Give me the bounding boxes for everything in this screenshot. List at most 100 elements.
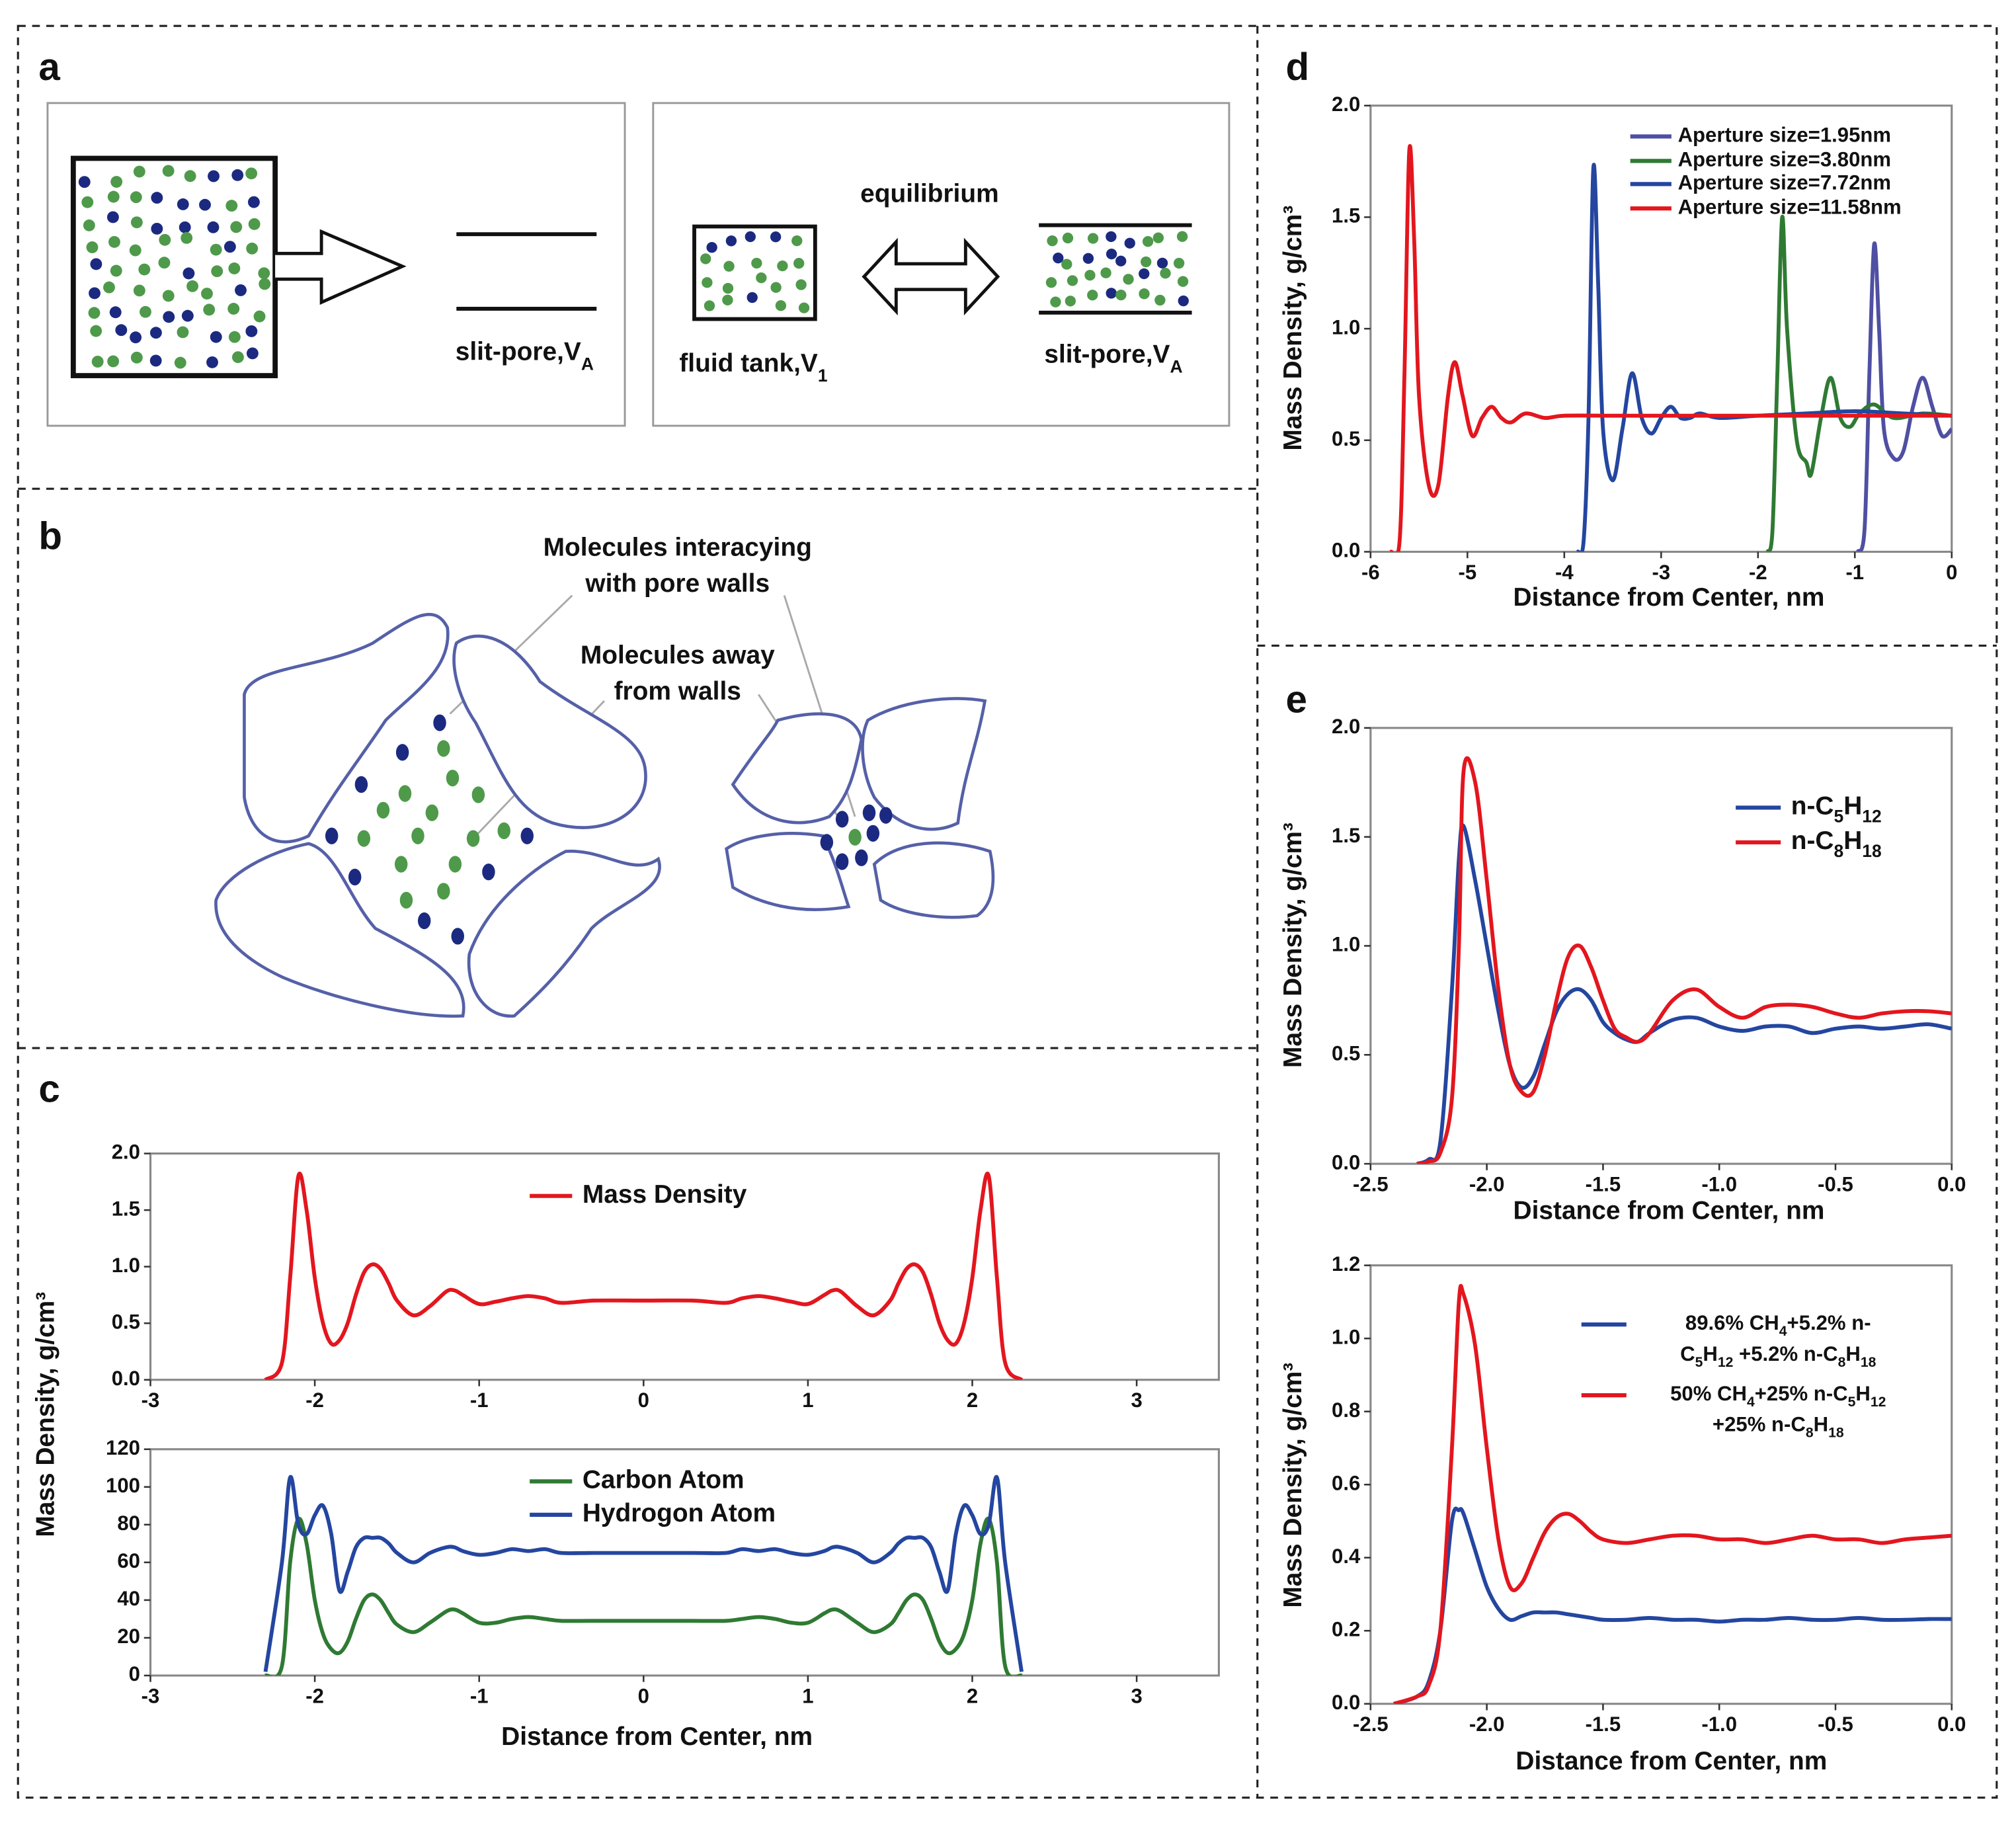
- panel-label: d: [1286, 46, 1310, 89]
- molecule: [107, 355, 120, 368]
- y-tick-label: 1.0: [112, 1254, 140, 1277]
- x-tick-label: -6: [1361, 561, 1380, 584]
- molecule: [433, 714, 446, 731]
- molecule: [1065, 296, 1076, 307]
- grain: [872, 841, 995, 919]
- molecule: [138, 263, 151, 276]
- legend-label: Aperture size=11.58nm: [1678, 196, 1902, 219]
- y-axis-label: Mass Density, g/cm³: [1279, 206, 1307, 451]
- molecule: [437, 883, 450, 900]
- molecule: [775, 300, 787, 311]
- panel-b: Molecules interacying with pore walls Mo…: [214, 533, 995, 1018]
- x-tick-label: -1: [470, 1389, 489, 1412]
- molecule: [770, 282, 782, 293]
- x-tick-label: -2: [1749, 561, 1767, 584]
- molecule: [181, 309, 194, 322]
- x-tick-label: -2.5: [1353, 1713, 1389, 1736]
- x-tick-label: -5: [1459, 561, 1477, 584]
- y-tick-label: 0.8: [1332, 1398, 1360, 1422]
- y-axis-label: Mass Density, g/cm³: [32, 1292, 60, 1537]
- molecule: [348, 868, 362, 886]
- molecule: [149, 327, 162, 339]
- x-tick-label: -2: [305, 1389, 324, 1412]
- molecule: [855, 849, 868, 866]
- molecule: [109, 306, 122, 319]
- y-tick-label: 60: [117, 1549, 140, 1572]
- x-tick-label: -1: [470, 1684, 489, 1707]
- molecule: [133, 165, 145, 178]
- label: slit-pore,VA: [456, 338, 594, 374]
- series-line: [1393, 1283, 1952, 1704]
- legend-label: 89.6% CH4+5.2% n-: [1685, 1311, 1871, 1339]
- x-tick-label: 0: [638, 1684, 649, 1707]
- molecule: [325, 827, 339, 844]
- grain: [214, 842, 465, 1018]
- grain: [861, 697, 987, 831]
- molecule: [791, 235, 803, 247]
- x-tick-label: -2: [305, 1684, 324, 1707]
- grain: [467, 850, 661, 1018]
- molecule: [78, 176, 91, 188]
- y-tick-label: 1.5: [112, 1197, 140, 1220]
- x-tick-label: -0.5: [1818, 1172, 1853, 1195]
- x-tick-label: -1.0: [1701, 1713, 1737, 1736]
- molecule: [108, 235, 120, 248]
- panel-label: e: [1286, 678, 1307, 721]
- molecule: [745, 231, 756, 243]
- molecule: [1062, 232, 1074, 244]
- molecule: [746, 292, 758, 304]
- chart: -3 -2 -1 0 1 2 3 0.0 0.5 1.0 1.5 2.0 Mass Density, g…: [32, 1141, 1220, 1537]
- y-tick-label: 80: [117, 1512, 140, 1535]
- molecule: [725, 235, 737, 247]
- x-tick-label: -3: [141, 1684, 160, 1707]
- molecule: [130, 216, 143, 229]
- legend-label: C5H12 +5.2% n-C8H18: [1680, 1342, 1876, 1370]
- y-tick-label: 1.0: [1332, 933, 1360, 956]
- x-axis-label: Distance from Center, nm: [1515, 1747, 1827, 1775]
- molecule: [411, 827, 424, 844]
- y-axis-label: Mass Density, g/cm³: [1279, 1363, 1307, 1608]
- x-tick-label: -2.5: [1353, 1172, 1389, 1195]
- molecule: [1106, 231, 1117, 243]
- molecule: [722, 294, 733, 305]
- x-tick-label: 0.0: [1937, 1713, 1966, 1736]
- molecule: [253, 310, 266, 323]
- molecule: [83, 219, 95, 231]
- molecule: [130, 331, 142, 344]
- molecule: [446, 770, 460, 787]
- chart: -2.5 -2.0 -1.5 -1.0 -0.5 0.0 0.0 0.5 1.0 1.5 2.0 Di…: [1279, 715, 1966, 1225]
- molecule: [702, 277, 713, 288]
- molecule: [208, 170, 220, 182]
- molecule: [174, 356, 186, 369]
- x-tick-label: -4: [1555, 561, 1574, 584]
- x-tick-label: -3: [1652, 561, 1670, 584]
- molecule: [177, 198, 189, 210]
- molecule: [770, 231, 782, 243]
- molecule: [879, 807, 893, 824]
- molecule: [848, 829, 862, 846]
- molecule: [248, 218, 261, 230]
- x-tick-label: -1.0: [1701, 1172, 1737, 1195]
- molecule: [231, 351, 244, 364]
- molecule: [228, 262, 241, 274]
- y-tick-label: 0.5: [112, 1310, 140, 1333]
- y-tick-label: 0.5: [1332, 1041, 1360, 1065]
- molecule: [129, 244, 141, 257]
- series-line: [1389, 143, 1952, 552]
- molecule: [448, 856, 462, 873]
- x-tick-label: 2: [967, 1389, 978, 1412]
- y-tick-label: 0.0: [1332, 1151, 1360, 1174]
- grain: [243, 612, 450, 844]
- molecule: [182, 267, 195, 280]
- molecule: [395, 744, 409, 761]
- chart: -2.5 -2.0 -1.5 -1.0 -0.5 0.0 0.0 0.2 0.4 0.6 0.8 1.…: [1279, 1252, 1966, 1775]
- molecule: [88, 307, 101, 319]
- molecule: [798, 302, 810, 313]
- molecule: [259, 278, 271, 290]
- arrow: [275, 229, 407, 305]
- molecule: [140, 305, 151, 318]
- molecule: [751, 257, 762, 269]
- series-line: [264, 1516, 1023, 1676]
- series-line: [1416, 756, 1952, 1164]
